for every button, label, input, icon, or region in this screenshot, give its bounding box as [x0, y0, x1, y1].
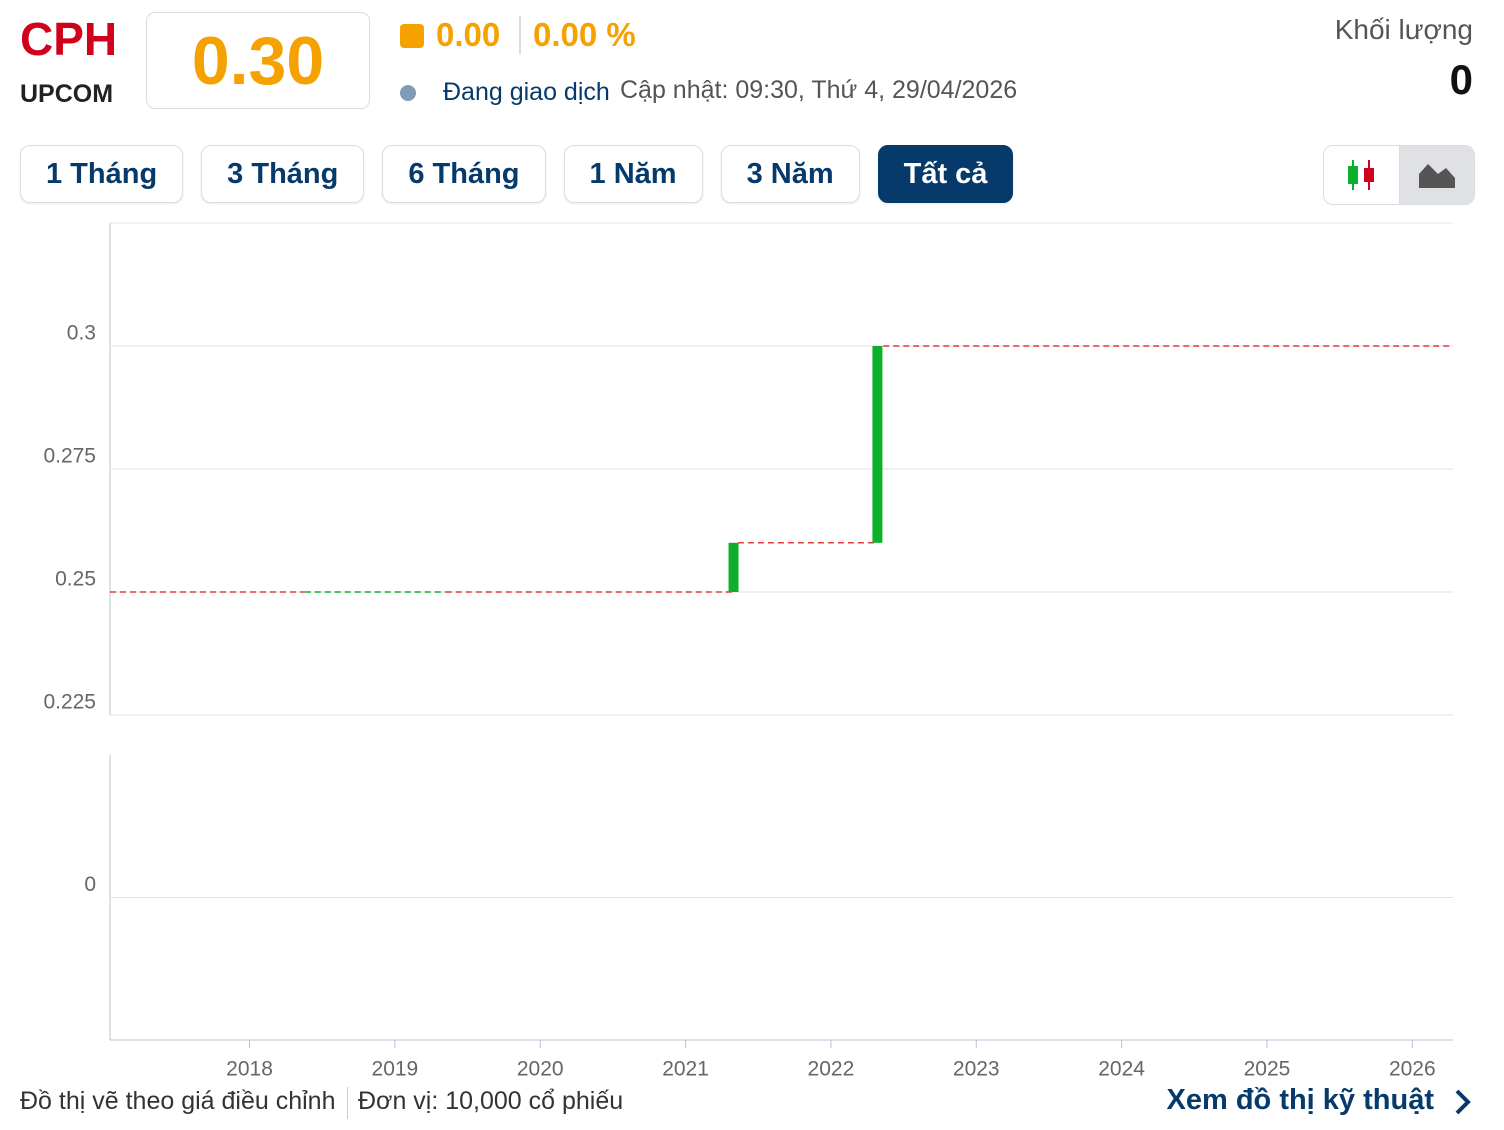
x-tick-label: 2021 — [662, 1058, 709, 1081]
candle-view-button[interactable] — [1324, 146, 1400, 204]
chart-type-toggle — [1323, 145, 1475, 205]
candle-body — [728, 542, 739, 592]
range-button[interactable]: 3 Tháng — [201, 145, 365, 203]
volume: 0 — [1449, 56, 1473, 103]
volume-label: Khối lượng — [1334, 14, 1473, 45]
x-tick-label: 2022 — [808, 1058, 855, 1081]
x-tick-label: 2019 — [372, 1058, 419, 1081]
x-tick-label: 2026 — [1389, 1058, 1436, 1081]
range-button[interactable]: Tất cả — [877, 145, 1014, 203]
change-icon — [400, 24, 424, 48]
candle-body — [872, 346, 883, 543]
range-button[interactable]: 1 Tháng — [20, 145, 184, 203]
area-view-button[interactable] — [1399, 146, 1474, 204]
status: Đang giao dịch — [443, 78, 610, 106]
x-tick-label: 2018 — [226, 1058, 273, 1081]
candle-icon — [1348, 160, 1375, 190]
y2-tick-label: 0 — [84, 873, 96, 896]
x-tick-label: 2024 — [1098, 1058, 1145, 1081]
separator — [519, 16, 521, 54]
x-tick-label: 2020 — [517, 1058, 564, 1081]
footer-separator — [347, 1087, 348, 1119]
status-dot — [400, 85, 416, 101]
range-button[interactable]: 6 Tháng — [382, 145, 546, 203]
x-tick-label: 2025 — [1244, 1058, 1291, 1081]
range-button[interactable]: 3 Năm — [720, 145, 860, 203]
updated: Cập nhật: 09:30, Thứ 4, 29/04/2026 — [620, 76, 1018, 104]
footer-note: Đồ thị vẽ theo giá điều chỉnh — [20, 1087, 336, 1115]
range-buttons: 1 Tháng 3 Tháng 6 Tháng 1 Năm 3 Năm Tất cả — [20, 145, 1014, 203]
range-button[interactable]: 1 Năm — [563, 145, 703, 203]
exchange: UPCOM — [20, 80, 114, 108]
area-icon — [1418, 164, 1455, 188]
y-tick-label: 0.275 — [43, 445, 96, 468]
price: 0.30 — [146, 12, 370, 109]
change: 0.00 — [436, 16, 501, 53]
y-tick-label: 0.225 — [43, 691, 96, 714]
x-tick-label: 2023 — [953, 1058, 1000, 1081]
y-tick-label: 0.3 — [67, 322, 96, 345]
technical-chart-link[interactable]: Xem đồ thị kỹ thuật — [1166, 1084, 1434, 1116]
footer-unit: Đơn vị: 10,000 cổ phiếu — [358, 1087, 624, 1115]
link-chevron[interactable] — [1452, 1088, 1474, 1116]
change-pct: 0.00 % — [533, 16, 636, 53]
ticker: CPH — [20, 13, 118, 65]
y-tick-label: 0.25 — [55, 568, 96, 591]
